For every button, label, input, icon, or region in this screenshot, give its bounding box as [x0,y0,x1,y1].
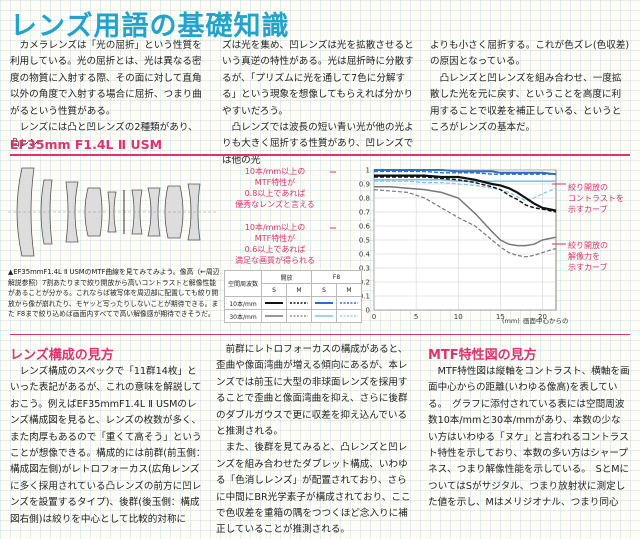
mtf-curve-black-solid [374,174,557,212]
intro-column-1: カメラレンズは「光の屈折」という性質を利用している。光の屈折とは、光は異なる密度… [10,38,206,153]
section-body-lens-analysis: 前群にレトロフォーカスの構成があると、歪曲や像面湾曲が増える傾向にあるが、本レン… [216,344,411,536]
y-tick-label: 0.1 [359,293,370,301]
legend-header-frequency: 空間周波数 [223,270,263,297]
y-tick-label: 0.2 [359,279,370,287]
lens-model-heading: EF35mm F1.4L Ⅱ USM [10,137,163,152]
lens-element [131,189,143,235]
section-divider [10,154,630,156]
intro-column-2: ズは光を集め、凹レンズは光を拡散させるという真逆の特性がある。光は屈折時に分散す… [222,38,418,169]
legend-swatch [336,309,363,323]
y-tick-label: 0 [366,307,370,315]
section-body-mtf: MTF特性図は縦軸をコントラスト、横軸を画面中心からの距離(いわゆる像高)を表し… [428,366,630,509]
x-tick-label: 15 [496,313,505,321]
legend-sagittal: S [311,283,338,297]
lens-element [107,191,117,233]
legend-swatch [336,296,363,310]
x-tick-label: 0 [372,313,376,321]
y-tick-label: 1 [366,167,370,175]
lens-construction-diagram [8,167,218,257]
mtf-curve-gray-solid [374,186,557,247]
section-heading-mtf: MTF特性図の見方 [428,348,537,363]
mtf-curve-lightblue-dashed [374,180,557,202]
mtf-legend-table: 空間周波数 開放 F8 S M S M 10本/mm 30本/mm [223,270,363,323]
y-tick-label: 0.7 [359,209,370,217]
intro-paragraph: 凸レンズでは波長の短い青い光が他の光よりも大きく屈折する性質があり、凹レンズでは… [222,122,414,166]
legend-swatch [261,309,288,323]
mtf-annotation-contrast: 絞り開放の コントラストを 示すカーブ [568,183,624,214]
legend-header-open: 開放 [261,270,313,284]
mtf-curve-black-dashed [374,176,557,213]
legend-sagittal: S [261,283,288,297]
legend-row-30: 30本/mm [223,309,263,323]
intro-paragraph: 凸レンズと凹レンズを組み合わせ、一度拡散した光を元に戻す、ということを高度に利用… [430,72,622,134]
x-tick-label: 20 [538,313,547,321]
mtf-annotation-satisfactory: 10本/mm以上の MTF特性が 0.6以上であれば 満足な画質が得られる [235,223,315,265]
y-tick-label: 0.4 [359,251,371,259]
section-body-lens-construction: レンズ構成のスペックで「11群14枚」といった表記があるが、これの意味を解説して… [10,366,206,525]
x-tick-label: 5 [414,313,418,321]
mtf-curve-blue-dashed [374,170,556,175]
section-divider [10,334,630,335]
legend-header-f8: F8 [311,270,363,284]
mtf-curve-gray-dashed [373,189,557,258]
legend-swatch [311,296,338,310]
mtf-annotation-resolution: 絞り開放の 解像力を 示すカーブ [568,241,608,272]
mtf-curve-blue-solid [374,169,557,176]
intro-paragraph: よりも小さく屈折する。これが色ズレ(色収差)の原因となっている。 [430,40,630,68]
lens-element [40,179,53,245]
y-tick-label: 0.5 [359,237,370,245]
x-unit-label: (mm) [502,317,520,325]
mtf-chart: 1 0.9 0.8 0.7 0.6 0.5 0.4 0.3 0.2 0.1 0 0 5 10 15 20 (… [330,167,568,325]
y-tick-label: 0.6 [359,223,371,231]
legend-meridional: M [286,283,313,297]
x-tick-label: 10 [454,313,463,321]
x-axis-label: 画面中心からの距離 [523,316,568,325]
legend-meridional: M [336,283,363,297]
intro-paragraph: ズは光を集め、凹レンズは光を拡散させるという真逆の特性がある。光は屈折時に分散す… [222,40,414,117]
y-tick-label: 0.3 [359,265,370,273]
lens-element [65,181,79,243]
legend-swatch [311,309,338,323]
intro-paragraph: レンズには凸と凹レンズの2種類があり、凸レン [10,122,198,150]
mtf-annotation-excellent: 10本/mm以上の MTF特性が 0.8以上であれば 優秀なレンズと言える [235,167,315,209]
mtf-curve-lightblue-solid [374,178,556,183]
intro-paragraph: カメラレンズは「光の屈折」という性質を利用している。光の屈折とは、光は異なる密度… [10,40,202,117]
section-heading-lens-construction: レンズ構成の見方 [10,348,114,363]
legend-row-10: 10本/mm [223,296,263,310]
legend-swatch [286,296,313,310]
page-title: レンズ用語の基礎知識 [10,11,290,42]
y-tick-label: 0.8 [359,195,370,203]
legend-swatch [261,296,288,310]
y-tick-label: 0.9 [359,181,370,189]
legend-swatch [286,309,313,323]
lens-caption: ▲EF35mmF1.4L Ⅱ USMのMTF曲線を見てみてみよう。像高（←周辺解… [8,268,220,319]
intro-column-3: よりも小さく屈折する。これが色ズレ(色収差)の原因となっている。 凸レンズと凹レ… [430,38,630,136]
